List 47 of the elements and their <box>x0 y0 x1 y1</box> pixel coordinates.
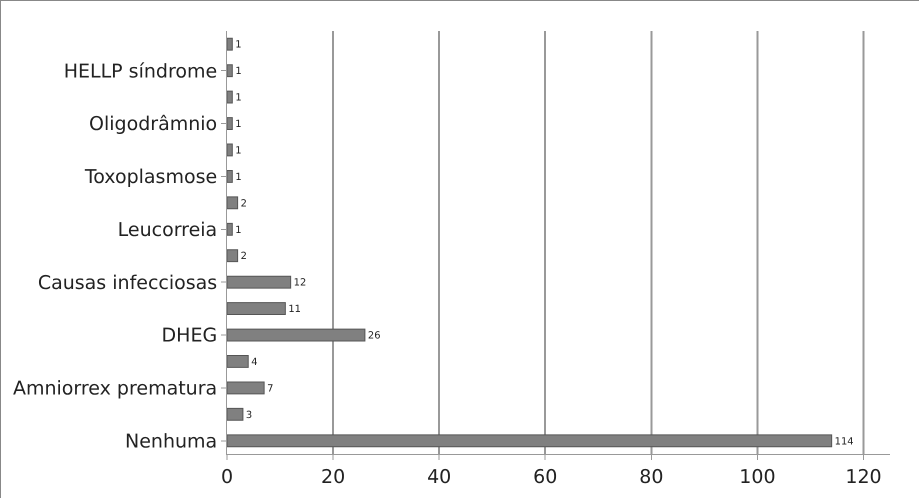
x-tick-label: 100 <box>739 466 776 488</box>
data-label: 1 <box>235 92 242 104</box>
data-label: 3 <box>246 410 252 421</box>
data-label: 12 <box>294 278 306 289</box>
data-label: 1 <box>235 66 242 78</box>
bar <box>227 302 286 316</box>
data-label: 1 <box>235 40 242 51</box>
y-tick-label: HELLP síndrome <box>64 60 218 82</box>
data-label: 114 <box>834 436 854 448</box>
bar <box>227 222 233 236</box>
bar <box>227 408 244 421</box>
x-tick-label: 60 <box>533 466 558 488</box>
y-tick-label: Oligodrâmnio <box>89 113 218 136</box>
x-tick-label: 120 <box>845 466 882 488</box>
data-label: 26 <box>368 330 381 342</box>
bar <box>227 38 233 51</box>
x-tick-label: 20 <box>320 466 346 488</box>
bar <box>227 276 292 289</box>
bar <box>227 434 832 448</box>
y-tick-label: Causas infecciosas <box>38 272 218 294</box>
bar <box>227 144 233 156</box>
x-tick-label: 40 <box>427 466 452 488</box>
bar <box>227 64 233 78</box>
x-tick-label: 80 <box>639 466 664 488</box>
data-label: 7 <box>267 383 274 394</box>
bar <box>227 196 238 210</box>
bar <box>227 355 249 368</box>
bar <box>227 90 233 104</box>
data-label: 1 <box>235 224 242 236</box>
data-label: 2 <box>240 251 247 262</box>
data-label: 4 <box>251 356 258 368</box>
data-label: 1 <box>235 172 242 183</box>
data-label: 11 <box>288 304 301 316</box>
y-tick-label: Amniorrex prematura <box>12 378 218 400</box>
x-tick-label: 0 <box>220 466 234 488</box>
data-label: 2 <box>240 198 247 210</box>
y-tick-label: Toxoplasmose <box>84 166 218 188</box>
bar <box>227 117 233 130</box>
data-label: 1 <box>235 145 242 156</box>
data-label: 1 <box>235 119 242 130</box>
bar <box>227 249 238 262</box>
y-tick-label: Nenhuma <box>125 430 218 452</box>
y-tick-label: Leucorreia <box>118 218 218 241</box>
bar <box>227 170 233 183</box>
bar <box>227 328 366 342</box>
bar <box>227 381 265 394</box>
y-tick-label: DHEG <box>162 324 218 347</box>
